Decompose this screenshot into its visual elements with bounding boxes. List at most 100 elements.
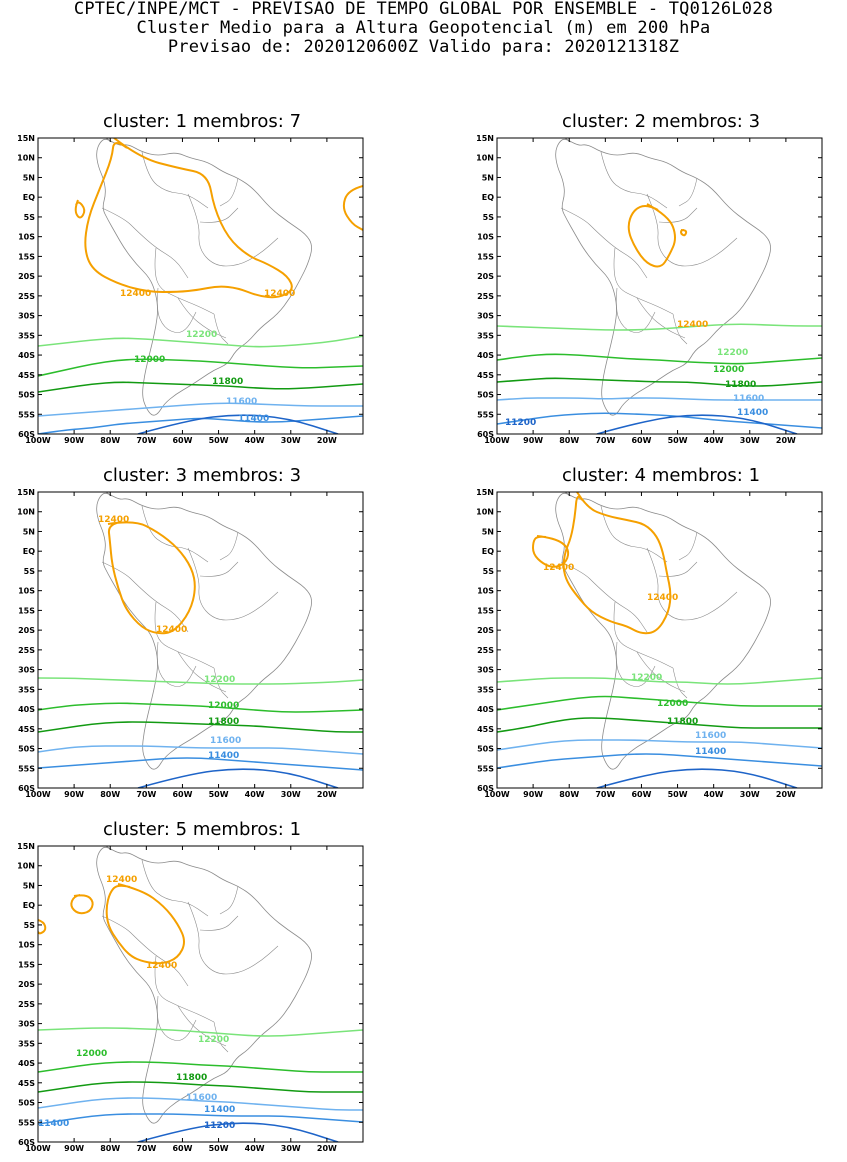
- map-frame: [37, 137, 364, 435]
- contour-12200: [38, 1027, 363, 1037]
- lat-tick-label: 15S: [477, 606, 494, 615]
- lat-tick-label: 10S: [477, 233, 494, 242]
- lat-tick-label: 20S: [18, 272, 35, 281]
- map-panel-cluster-2: cluster: 2 membros: 3 12400 12200 12000 118…: [464, 112, 834, 454]
- country-border: [213, 667, 229, 699]
- map-panel-cluster-5: cluster: 5 membros: 1 12400 12400 12200 120…: [5, 820, 375, 1162]
- lat-tick-label: 30S: [477, 312, 494, 321]
- contour-11800: [38, 721, 363, 733]
- lat-tick-label: 5S: [483, 213, 495, 222]
- contour-11400: [497, 412, 822, 429]
- contour-label: 11400: [38, 1119, 69, 1129]
- map-plot: 12400 12400 12200 12000 11800 11600 11400 11400…: [17, 842, 364, 1153]
- contour-label: 11400: [204, 1105, 235, 1115]
- country-border: [560, 561, 648, 633]
- map-frame: [496, 491, 823, 789]
- lon-tick-label: 100W: [25, 436, 51, 445]
- contour-11600: [497, 739, 822, 751]
- lat-tick-label: 10S: [18, 587, 35, 596]
- contour-12000: [497, 695, 822, 711]
- map-frame: [37, 845, 364, 1143]
- map-frame: [496, 137, 823, 435]
- lon-tick-label: 50W: [209, 436, 229, 445]
- contour-12400: [562, 492, 672, 635]
- lat-tick-label: 35S: [18, 331, 35, 340]
- country-border: [187, 547, 279, 621]
- contour-label: 11400: [208, 751, 239, 761]
- contour-12400: [84, 138, 293, 299]
- contour-label: 12400: [106, 875, 137, 885]
- contour-label: 11600: [210, 736, 241, 746]
- contour-12400: [679, 229, 688, 237]
- lat-tick-label: 20S: [477, 272, 494, 281]
- contour-12200: [497, 677, 822, 685]
- contour-12000: [38, 358, 363, 377]
- lat-tick-label: 10S: [477, 587, 494, 596]
- lat-tick-label: 10N: [17, 154, 35, 163]
- lat-tick-label: 30S: [18, 666, 35, 675]
- lat-tick-label: EQ: [482, 193, 494, 202]
- lat-tick-label: 5N: [23, 881, 35, 890]
- contour-12400: [105, 883, 185, 965]
- lon-tick-label: 70W: [136, 436, 156, 445]
- lat-tick-label: 25S: [18, 1000, 35, 1009]
- lon-tick-label: 90W: [64, 1144, 84, 1153]
- contour-label: 12400: [146, 961, 177, 971]
- country-border: [658, 207, 698, 223]
- lat-tick-label: 25S: [18, 292, 35, 301]
- map-plot: 12400 12400 12200 12000 11800 11600 11400 15N 10…: [17, 134, 364, 445]
- country-border: [613, 247, 674, 315]
- lon-tick-label: 70W: [595, 790, 615, 799]
- country-border: [157, 641, 197, 687]
- contour-11400: [38, 757, 363, 771]
- contour-12400: [531, 535, 570, 568]
- country-border: [101, 207, 189, 279]
- panel-title: cluster: 5 membros: 1: [102, 819, 302, 840]
- country-border: [672, 667, 688, 699]
- lon-tick-label: 80W: [100, 790, 120, 799]
- lon-tick-label: 20W: [776, 790, 796, 799]
- contour-11600: [38, 1097, 363, 1111]
- lat-tick-label: 55S: [18, 410, 35, 419]
- contour-label: 11400: [737, 408, 768, 418]
- country-border: [678, 531, 698, 561]
- contour-12400: [74, 199, 86, 219]
- contour-label: 11800: [212, 377, 243, 387]
- contour-11200: [137, 1122, 339, 1142]
- country-border: [636, 651, 686, 693]
- map-frame: [37, 491, 364, 789]
- contour-11600: [38, 402, 363, 417]
- contour-label: 11600: [695, 731, 726, 741]
- contour-12400: [107, 521, 196, 635]
- country-border: [672, 313, 688, 345]
- panel-title: cluster: 3 membros: 3: [102, 465, 302, 486]
- lon-tick-label: 80W: [100, 436, 120, 445]
- country-border: [157, 287, 197, 333]
- lat-tick-label: 30S: [18, 312, 35, 321]
- country-border: [600, 505, 668, 563]
- lon-tick-label: 80W: [559, 790, 579, 799]
- lat-tick-label: 10N: [17, 862, 35, 871]
- lat-tick-label: 30S: [477, 666, 494, 675]
- lat-tick-label: 20S: [477, 626, 494, 635]
- lon-tick-label: 60W: [172, 1144, 192, 1153]
- lon-tick-label: 60W: [172, 790, 192, 799]
- contour-label: 12200: [204, 675, 235, 685]
- contour-11200: [596, 414, 798, 434]
- country-border: [101, 561, 189, 633]
- contour-11600: [497, 397, 822, 401]
- lon-tick-label: 50W: [668, 436, 688, 445]
- country-border: [154, 601, 215, 669]
- lat-tick-label: 15N: [17, 134, 35, 143]
- lat-tick-label: 15S: [18, 960, 35, 969]
- contour-11200: [137, 414, 339, 434]
- country-border: [177, 651, 227, 693]
- lat-tick-label: 5N: [23, 173, 35, 182]
- contour-label: 12400: [98, 515, 129, 525]
- country-border: [141, 859, 209, 917]
- map-panel-cluster-4: cluster: 4 membros: 1 12400 12400 12200 120…: [464, 466, 834, 808]
- contour-label: 12000: [713, 365, 744, 375]
- contour-label: 12200: [198, 1035, 229, 1045]
- coastline: [96, 846, 312, 1124]
- contour-label: 12000: [76, 1049, 107, 1059]
